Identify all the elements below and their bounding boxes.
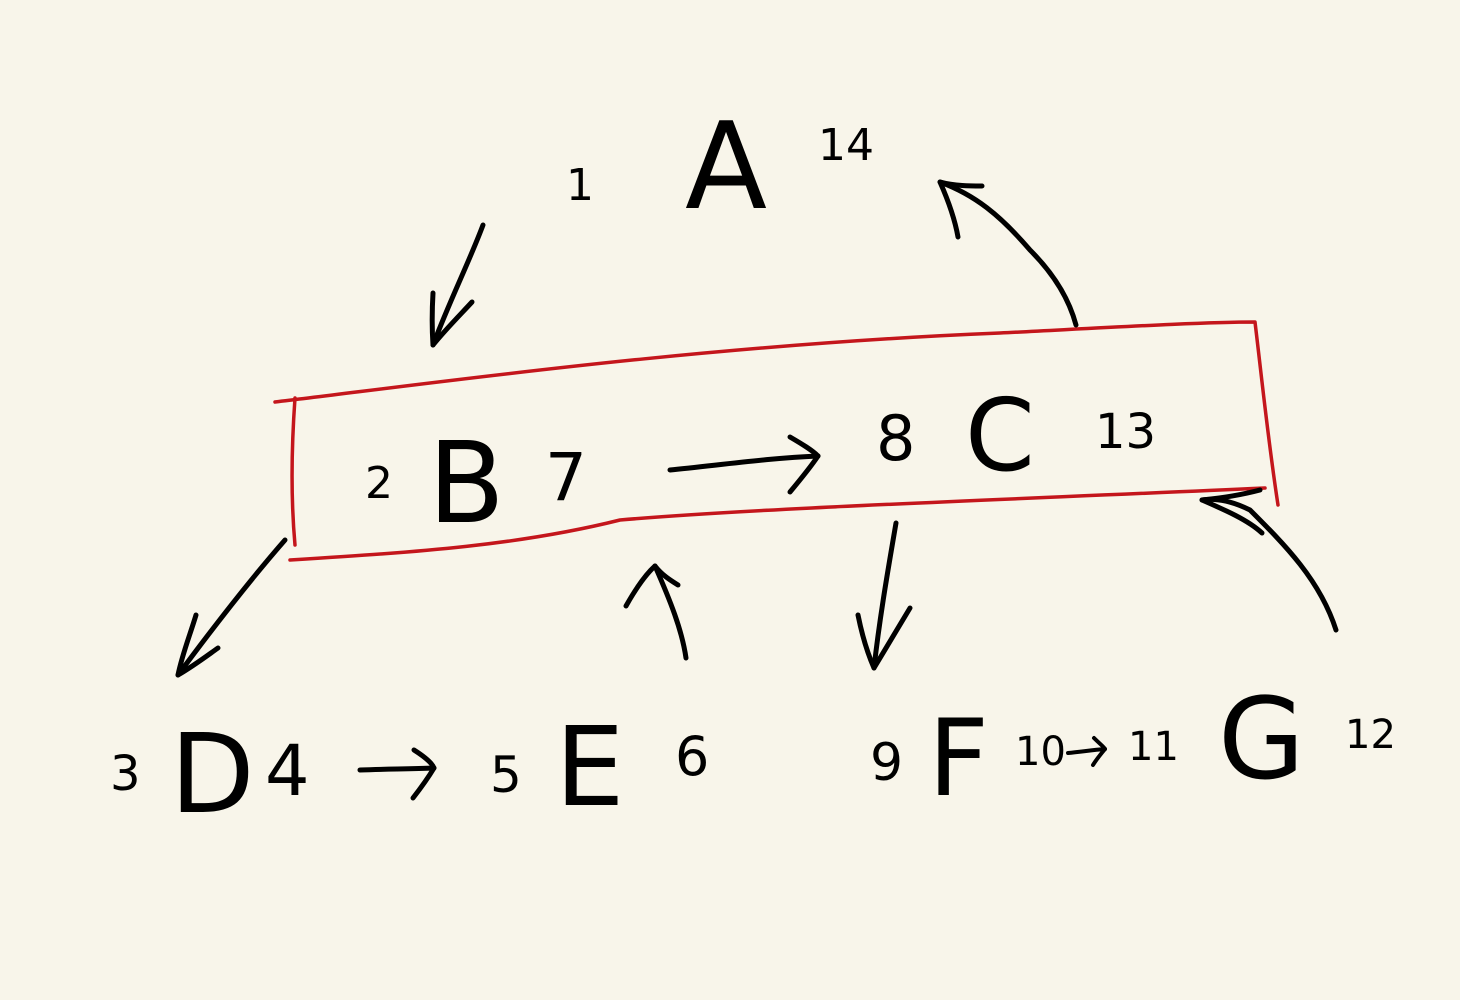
node-d: 3 D 4 [110,710,310,838]
node-b-label: B [428,419,505,549]
edge-b-to-d [178,540,285,675]
node-a-pre-number: 1 [566,160,594,211]
edge-f-to-g [1068,738,1105,765]
edge-d-to-e [360,750,434,798]
edge-a-to-b [432,225,483,345]
node-a-label: A [685,98,767,237]
edge-c-to-a [940,182,1076,325]
node-e-label: E [555,703,625,831]
node-b-post-number: 7 [545,439,587,516]
node-b-pre-number: 2 [365,458,393,509]
node-c: 8 C 13 [876,377,1156,494]
node-g-post-number: 12 [1345,712,1396,758]
node-e-pre-number: 5 [490,746,522,804]
node-f-label: F [928,697,989,820]
node-f-post-number: 10 [1015,729,1066,775]
node-a: 1 A 14 [566,98,874,237]
node-g-label: G [1218,675,1305,805]
edge-b-to-c [670,437,818,492]
node-c-label: C [965,377,1035,494]
edge-c-to-f [858,523,910,668]
node-c-post-number: 13 [1095,404,1156,460]
node-c-pre-number: 8 [876,402,915,475]
node-g-pre-number: 11 [1128,724,1179,770]
node-d-label: D [170,710,255,838]
node-g: 11 G 12 [1128,675,1396,805]
node-f-pre-number: 9 [870,733,903,793]
edge-e-to-b [626,566,686,658]
edge-g-to-c [1202,490,1336,630]
node-d-pre-number: 3 [110,746,141,802]
node-e-post-number: 6 [675,725,709,788]
node-a-post-number: 14 [818,120,874,171]
node-e: 5 E 6 [490,703,709,831]
node-d-post-number: 4 [265,730,310,812]
node-f: 9 F 10 [870,697,1066,820]
node-b: 2 B 7 [365,419,587,549]
